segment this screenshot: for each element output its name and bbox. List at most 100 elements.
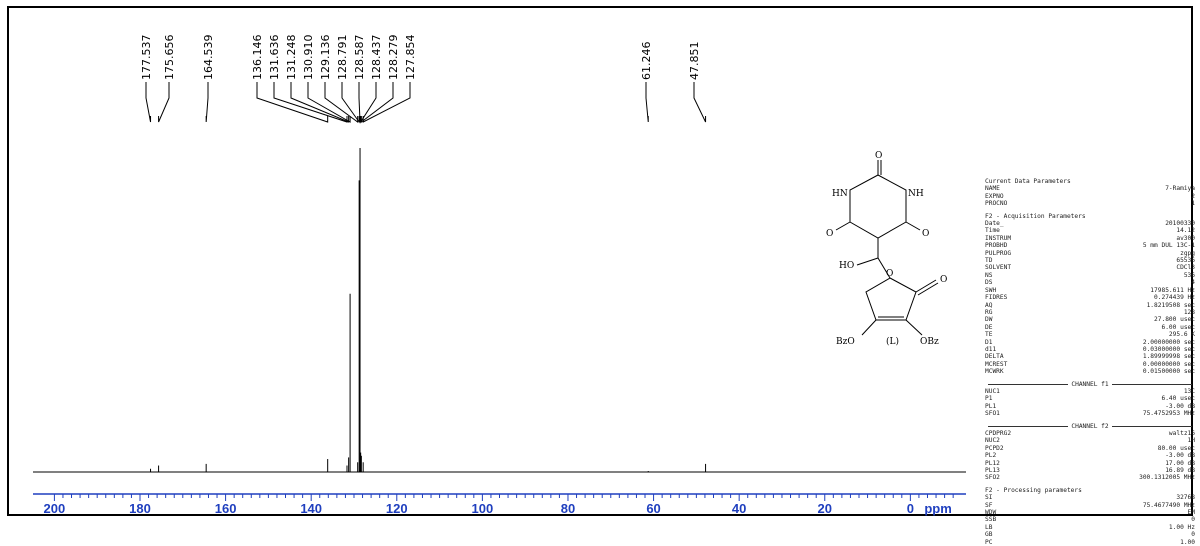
- param-row: NUC2 1H: [985, 437, 1195, 444]
- param-row: AQ 1.8219508 sec: [985, 302, 1195, 309]
- param-name: CPDPRG2: [985, 430, 1012, 437]
- tick-label: 100: [472, 501, 494, 516]
- param-row: DW 27.800 usec: [985, 316, 1195, 323]
- structure-labels: O HN NH O O HO O O BzO OBz (L): [826, 151, 947, 347]
- tick-label: 0: [907, 501, 914, 516]
- param-row: PULPROG zgpg: [985, 250, 1195, 257]
- peak-label: 175.656: [163, 35, 176, 81]
- param-name: FIDRES: [985, 294, 1008, 302]
- param-value: av300: [1176, 234, 1195, 242]
- peak-label-leader: [324, 82, 359, 123]
- param-value: 1.8219508 sec: [1146, 301, 1195, 309]
- tick-label: 40: [732, 501, 746, 516]
- param-name: NS: [985, 271, 993, 279]
- peak-label-leader: [256, 82, 329, 123]
- param-name: NAME: [985, 185, 1000, 193]
- param-name: LB: [985, 523, 993, 531]
- peak-label-leader: [360, 82, 394, 124]
- param-name: PL12: [985, 459, 1000, 467]
- param-value: 75.4677490 MHz: [1142, 501, 1195, 509]
- peak-label-leader: [307, 82, 351, 123]
- param-name: d11: [985, 345, 997, 353]
- peak-label: 136.146: [251, 35, 264, 81]
- param-value: 20100330: [1165, 220, 1195, 228]
- param-row: FIDRES 0.274439 Hz: [985, 294, 1195, 301]
- param-row: PL2 -3.00 dB: [985, 452, 1195, 459]
- structure-obz-left: BzO: [836, 337, 855, 347]
- param-name: INSTRUM: [985, 234, 1012, 242]
- param-row: DS 4: [985, 279, 1195, 286]
- param-value: 32768: [1176, 494, 1195, 502]
- param-row: PL13 16.89 dB: [985, 467, 1195, 474]
- peak-label: 127.854: [404, 35, 417, 81]
- param-row: PROBHD 5 mm DUL 13C-1: [985, 242, 1195, 249]
- peak-label-leader: [205, 82, 209, 123]
- param-row: TE 295.6 K: [985, 331, 1195, 338]
- param-value: 27.800 usec: [1154, 316, 1195, 324]
- param-row: DELTA 1.89999998 sec: [985, 353, 1195, 360]
- param-name: PULPROG: [985, 249, 1012, 257]
- chemical-structure: [835, 160, 939, 336]
- param-row: RG 128: [985, 309, 1195, 316]
- param-row: GB 0: [985, 531, 1195, 538]
- param-value: 16.89 dB: [1165, 467, 1195, 475]
- param-row: MCREST 0.00000000 sec: [985, 361, 1195, 368]
- param-value: 300.1312005 MHz: [1139, 474, 1195, 482]
- peak-label: 128.437: [370, 35, 383, 81]
- param-name: Time: [985, 227, 1000, 235]
- param-value: 1: [1191, 200, 1195, 208]
- param-name: NUC2: [985, 437, 1000, 445]
- param-value: 0: [1191, 531, 1195, 539]
- param-value: 0.01500000 sec: [1142, 368, 1195, 376]
- tick-label: 60: [646, 501, 660, 516]
- structure-o-lactone: O: [940, 275, 947, 285]
- peak-label: 131.636: [268, 35, 281, 81]
- param-name: RG: [985, 308, 993, 316]
- channel-f1-divider: CHANNEL f1: [985, 381, 1195, 388]
- peak-label: 128.791: [336, 35, 349, 81]
- param-row: CPDPRG2 waltz16: [985, 430, 1195, 437]
- acquisition-parameters-panel: Current Data Parameters NAME 7-Ramiya EXPNO…: [985, 178, 1195, 546]
- peak-label-leader: [290, 82, 350, 123]
- param-row: DE 6.00 usec: [985, 324, 1195, 331]
- param-value: 128: [1183, 308, 1195, 316]
- param-row: SSB 0: [985, 516, 1195, 523]
- peak-label-leader: [158, 82, 170, 123]
- spectrum-plot: [33, 148, 966, 473]
- peak-label: 130.910: [302, 35, 315, 81]
- param-row: SOLVENT CDCl3: [985, 264, 1195, 271]
- param-name: P1: [985, 395, 993, 403]
- param-name: PCPD2: [985, 444, 1004, 452]
- param-row: MCWRK 0.01500000 sec: [985, 368, 1195, 375]
- channel-f2-divider-label: CHANNEL f2: [1071, 422, 1109, 430]
- structure-nh: NH: [908, 189, 924, 199]
- param-value: -3.00 dB: [1165, 452, 1195, 460]
- peak-label: 129.136: [319, 35, 332, 81]
- figure-border: [7, 6, 1193, 516]
- param-row: INSTRUM av300: [985, 235, 1195, 242]
- param-value: 14.12: [1176, 227, 1195, 235]
- peak-label-leader: [693, 82, 707, 123]
- peak-labels: 177.537 175.656 164.539 136.146 131.636 131.2…: [140, 35, 707, 124]
- param-name: GB: [985, 531, 993, 539]
- peak-label: 47.851: [688, 42, 701, 81]
- param-name: AQ: [985, 301, 993, 309]
- peak-label-leader: [645, 82, 649, 123]
- param-name: SWH: [985, 286, 997, 294]
- param-value: 80.00 usec: [1157, 444, 1195, 452]
- structure-compound-label: (L): [886, 336, 899, 347]
- param-name: SI: [985, 494, 993, 502]
- param-value: 1H: [1187, 437, 1195, 445]
- param-row: SI 32768: [985, 494, 1195, 501]
- structure-hn: HN: [832, 189, 848, 199]
- param-name: PROBHD: [985, 242, 1008, 250]
- structure-o-left: O: [826, 229, 833, 239]
- tick-label: 120: [386, 501, 408, 516]
- peak-label: 164.539: [202, 35, 215, 81]
- structure-o-top: O: [875, 151, 882, 161]
- param-value: 17985.611 Hz: [1150, 286, 1195, 294]
- tick-label: 160: [215, 501, 237, 516]
- param-value: 536: [1183, 271, 1195, 279]
- channel-f2-divider: CHANNEL f2: [985, 423, 1195, 430]
- peak-label: 177.537: [140, 35, 153, 81]
